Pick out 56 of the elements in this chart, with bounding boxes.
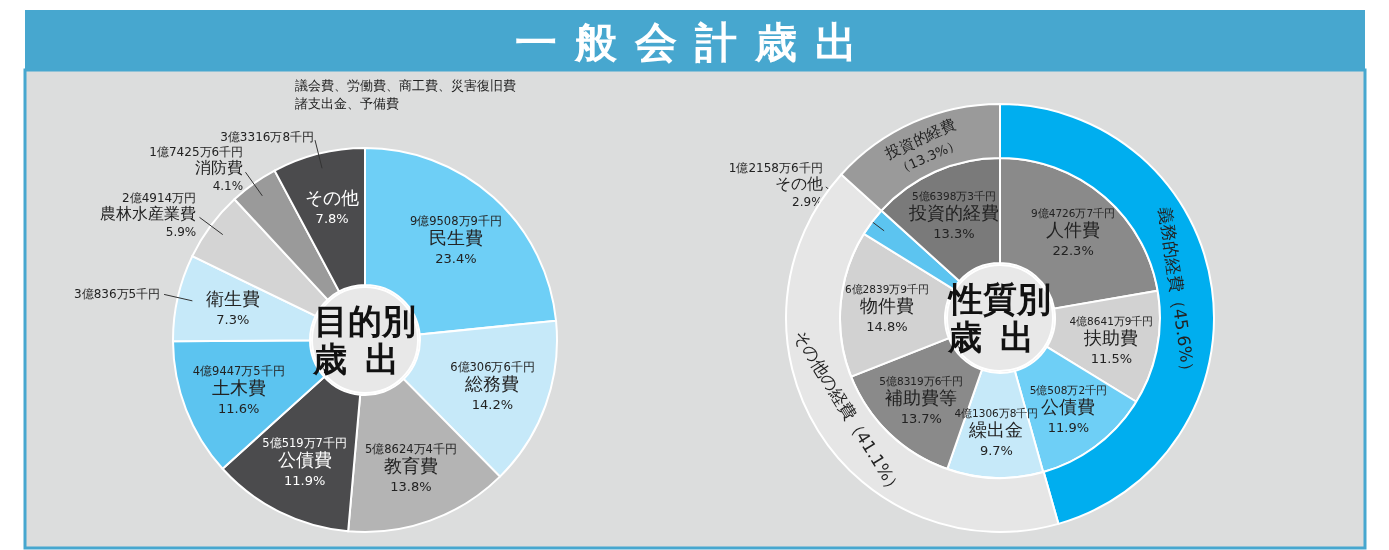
text: 4億1306万8千円 <box>954 406 1039 419</box>
slice-label: 物件費 <box>859 295 914 317</box>
slice-label: 教育費 <box>383 454 438 476</box>
data-label: 11.9% <box>283 472 326 488</box>
text: 9億4726万7千円 <box>1031 206 1116 219</box>
text: 6億306万6千円 <box>450 360 535 375</box>
slice-label: 消防費 <box>195 158 244 178</box>
data-label: 23.4% <box>435 250 477 266</box>
text: 3億3316万8千円 <box>220 129 315 144</box>
data-label: 13.8% <box>390 478 432 494</box>
data-label: 13.7% <box>900 411 942 427</box>
text: 5億8624万4千円 <box>364 441 457 456</box>
text: 6億2839万9千円 <box>844 283 929 296</box>
text: 4億8641万9千円 <box>1069 314 1154 327</box>
data-label: 11.6% <box>218 400 260 416</box>
text: 諸支出金、予備費 <box>295 96 399 111</box>
text: 3億836万5千円 <box>74 287 161 302</box>
data-label: 11.5% <box>1090 350 1133 366</box>
data-label: 9.7% <box>979 442 1013 458</box>
data-label: 13.3% <box>933 225 975 241</box>
data-label: 7.3% <box>216 312 250 328</box>
slice-label: 衛生費 <box>205 288 260 310</box>
text: 5億6398万3千円 <box>911 189 997 202</box>
text: 5億508万2千円 <box>1029 384 1108 397</box>
slice-label: 投資的経費 <box>907 201 999 223</box>
slice-label: 民生費 <box>428 226 483 248</box>
slice-label: 繰出金 <box>968 418 1024 440</box>
text: 5億519万7千円 <box>262 435 347 450</box>
text: 一般会計歳出 <box>514 18 875 67</box>
text: 4億9447万5千円 <box>192 363 285 378</box>
slice-label: 補助費等 <box>885 387 958 409</box>
slice-label: その他 <box>305 186 360 208</box>
text: 1億7425万6千円 <box>149 145 244 160</box>
slice-label: その他 <box>774 174 823 194</box>
data-label: 5.9% <box>165 225 197 240</box>
data-label: 11.9% <box>1047 420 1090 436</box>
slice-label: 農林水産業費 <box>100 204 197 224</box>
slice-label: 総務費 <box>464 373 520 395</box>
text: 2億4914万円 <box>122 191 197 206</box>
text: 1億2158万6千円 <box>728 161 823 176</box>
data-label: 14.8% <box>866 319 908 335</box>
data-label: 4.1% <box>212 179 244 194</box>
text: 目的別歳出 <box>312 301 417 379</box>
text: 性質別歳出 <box>947 279 1052 357</box>
slice-label: 公債費 <box>277 448 332 470</box>
data-label: 7.8% <box>315 210 349 226</box>
data-label: 14.2% <box>471 397 514 413</box>
text: 5億8319万6千円 <box>879 375 964 388</box>
slice-label: 義務的経費（45.6%） <box>1155 206 1200 381</box>
text: 議会費、労働費、商工費、災害復旧費 <box>295 78 516 93</box>
data-label: 22.3% <box>1052 242 1094 258</box>
slice-label: 公債費 <box>1041 396 1096 418</box>
slice-label: 人件費 <box>1046 218 1101 240</box>
slice-label: 土木費 <box>211 376 266 398</box>
slice-label: 扶助費 <box>1083 326 1139 348</box>
text: 9億9508万9千円 <box>409 213 502 228</box>
